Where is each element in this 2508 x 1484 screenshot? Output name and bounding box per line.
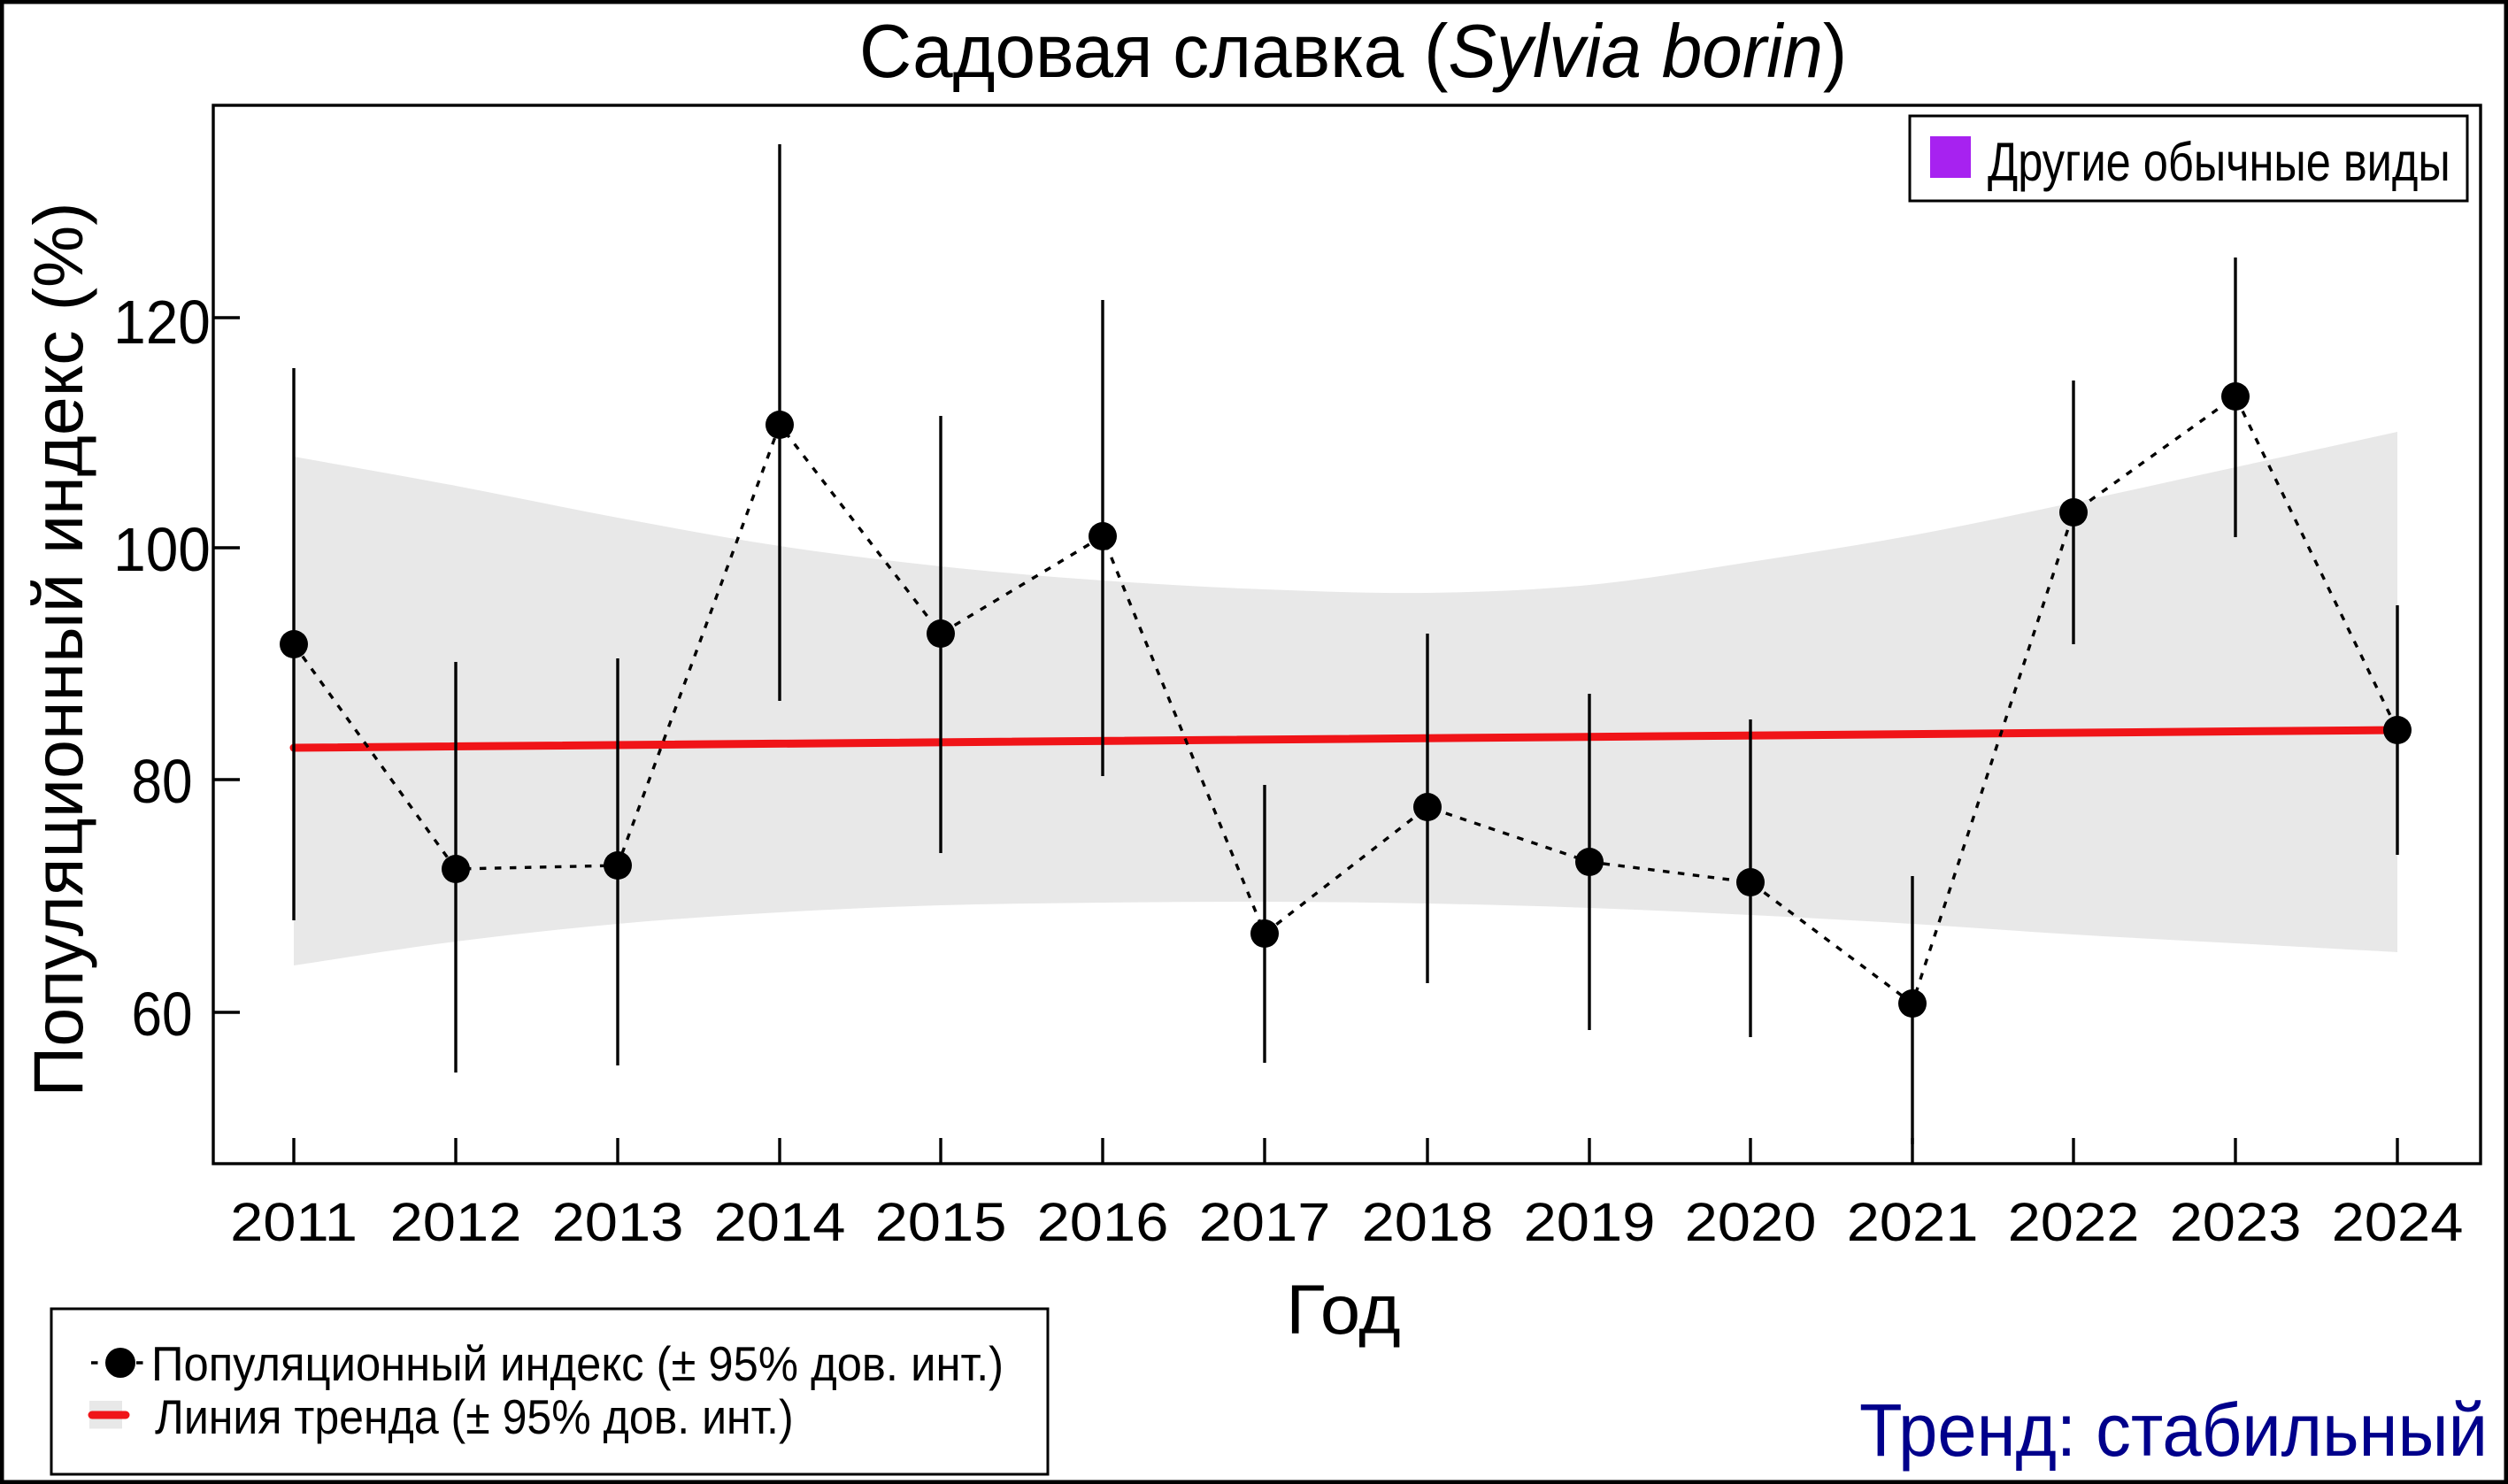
svg-text:100: 100 — [113, 516, 211, 584]
svg-text:2018: 2018 — [1362, 1192, 1494, 1253]
svg-text:2016: 2016 — [1037, 1192, 1169, 1253]
svg-text:2014: 2014 — [714, 1192, 846, 1253]
svg-text:Популяционный индекс (± 95% до: Популяционный индекс (± 95% дов. инт.) — [151, 1337, 1004, 1391]
svg-text:120: 120 — [113, 288, 211, 357]
svg-text:2021: 2021 — [1847, 1192, 1979, 1253]
svg-text:Тренд: стабильный: Тренд: стабильный — [1859, 1389, 2488, 1472]
svg-text:2024: 2024 — [2332, 1192, 2464, 1253]
svg-text:2020: 2020 — [1685, 1192, 1817, 1253]
svg-text:2019: 2019 — [1524, 1192, 1656, 1253]
svg-text:2013: 2013 — [552, 1192, 684, 1253]
svg-text:80: 80 — [131, 748, 192, 817]
svg-text:Популяционный индекс (%): Популяционный индекс (%) — [19, 202, 97, 1096]
svg-text:2023: 2023 — [2170, 1192, 2302, 1253]
svg-text:60: 60 — [131, 980, 192, 1050]
svg-text:Другие обычные виды: Другие обычные виды — [1988, 131, 2450, 192]
svg-text:2012: 2012 — [390, 1192, 522, 1253]
svg-text:2022: 2022 — [2008, 1192, 2140, 1253]
svg-text:Садовая славка (Sylvia borin): Садовая славка (Sylvia borin) — [859, 9, 1847, 94]
svg-text:Год: Год — [1286, 1270, 1401, 1349]
svg-text:2015: 2015 — [875, 1192, 1007, 1253]
svg-text:2017: 2017 — [1199, 1192, 1331, 1253]
svg-text:Линия тренда (± 95% дов. инт.): Линия тренда (± 95% дов. инт.) — [155, 1390, 794, 1445]
svg-text:2011: 2011 — [230, 1192, 358, 1253]
